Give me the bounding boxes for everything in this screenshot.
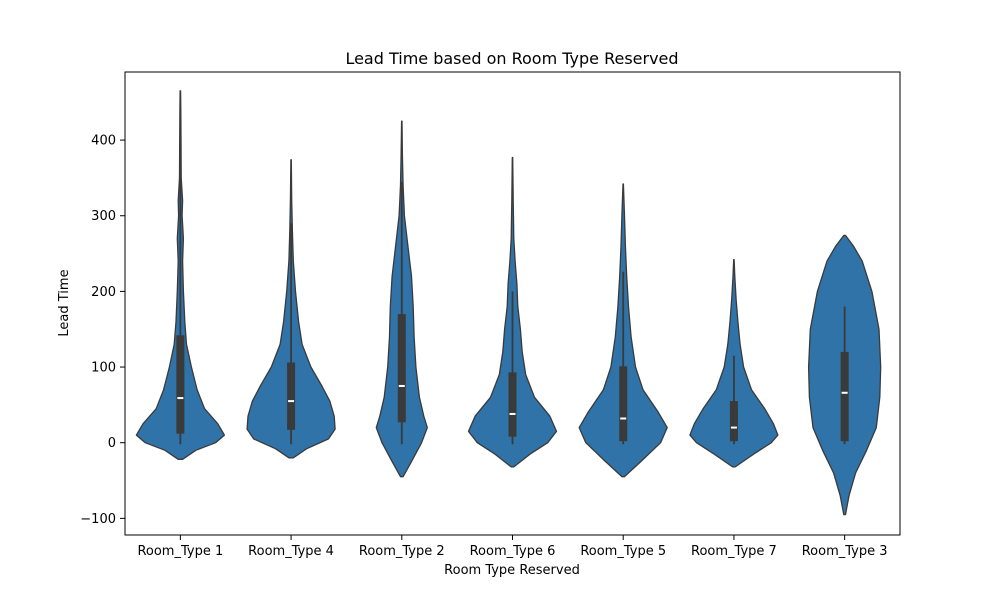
y-tick-label: −100 xyxy=(80,512,116,527)
y-tick-label: 400 xyxy=(91,134,116,149)
violin-iqr-box xyxy=(729,401,738,442)
plot-area xyxy=(135,90,882,516)
y-axis: −100 0 100 200 300 400 xyxy=(80,134,125,527)
violin-4 xyxy=(467,156,558,468)
violin-6 xyxy=(689,258,779,468)
violin-2 xyxy=(246,159,336,459)
x-tick-label: Room_Type 3 xyxy=(802,544,888,559)
violin-7 xyxy=(807,234,882,516)
violin-iqr-box xyxy=(619,366,628,442)
x-tick-label: Room_Type 1 xyxy=(137,544,223,559)
violin-3 xyxy=(375,120,428,478)
y-axis-label: Lead Time xyxy=(57,269,72,336)
violin-iqr-box xyxy=(508,372,517,437)
y-tick-label: 300 xyxy=(91,209,116,224)
violin-iqr-box xyxy=(176,335,185,434)
violin-iqr-box xyxy=(287,362,296,430)
x-tick-label: Room_Type 2 xyxy=(359,544,445,559)
y-tick-label: 0 xyxy=(108,436,116,451)
x-tick-label: Room_Type 7 xyxy=(691,544,777,559)
x-axis: Room_Type 1 Room_Type 4 Room_Type 2 Room_Ty… xyxy=(137,535,888,559)
violin-1 xyxy=(135,90,226,460)
violin-iqr-box xyxy=(397,314,406,423)
x-tick-label: Room_Type 5 xyxy=(580,544,666,559)
x-tick-label: Room_Type 6 xyxy=(470,544,556,559)
violin-iqr-box xyxy=(840,351,849,442)
x-axis-label: Room Type Reserved xyxy=(444,563,580,578)
y-tick-label: 100 xyxy=(91,361,116,376)
x-tick-label: Room_Type 4 xyxy=(248,544,334,559)
violin-5 xyxy=(578,183,668,478)
chart-title: Lead Time based on Room Type Reserved xyxy=(345,49,678,68)
y-tick-label: 200 xyxy=(91,285,116,300)
